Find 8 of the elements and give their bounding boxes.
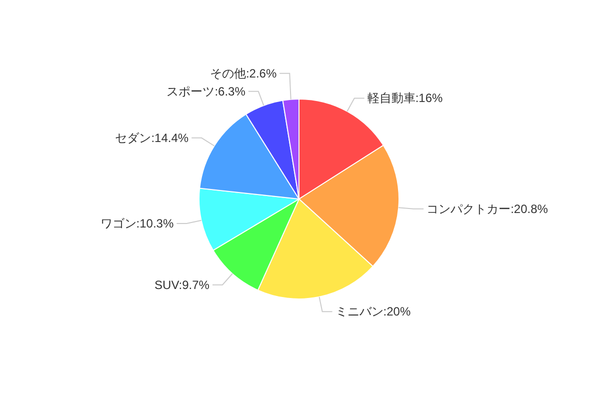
slice-label: ワゴン:10.3% — [100, 216, 174, 231]
slice-label: コンパクトカー:20.8% — [426, 202, 548, 216]
slice-label: SUV:9.7% — [154, 278, 210, 292]
slice-label: ミニバン:20% — [335, 304, 411, 319]
slice-label: スポーツ:6.3% — [166, 84, 246, 98]
slice-label: その他:2.6% — [210, 66, 277, 80]
slice-label: 軽自動車:16% — [367, 91, 444, 106]
slice-label: セダン:14.4% — [115, 130, 189, 145]
